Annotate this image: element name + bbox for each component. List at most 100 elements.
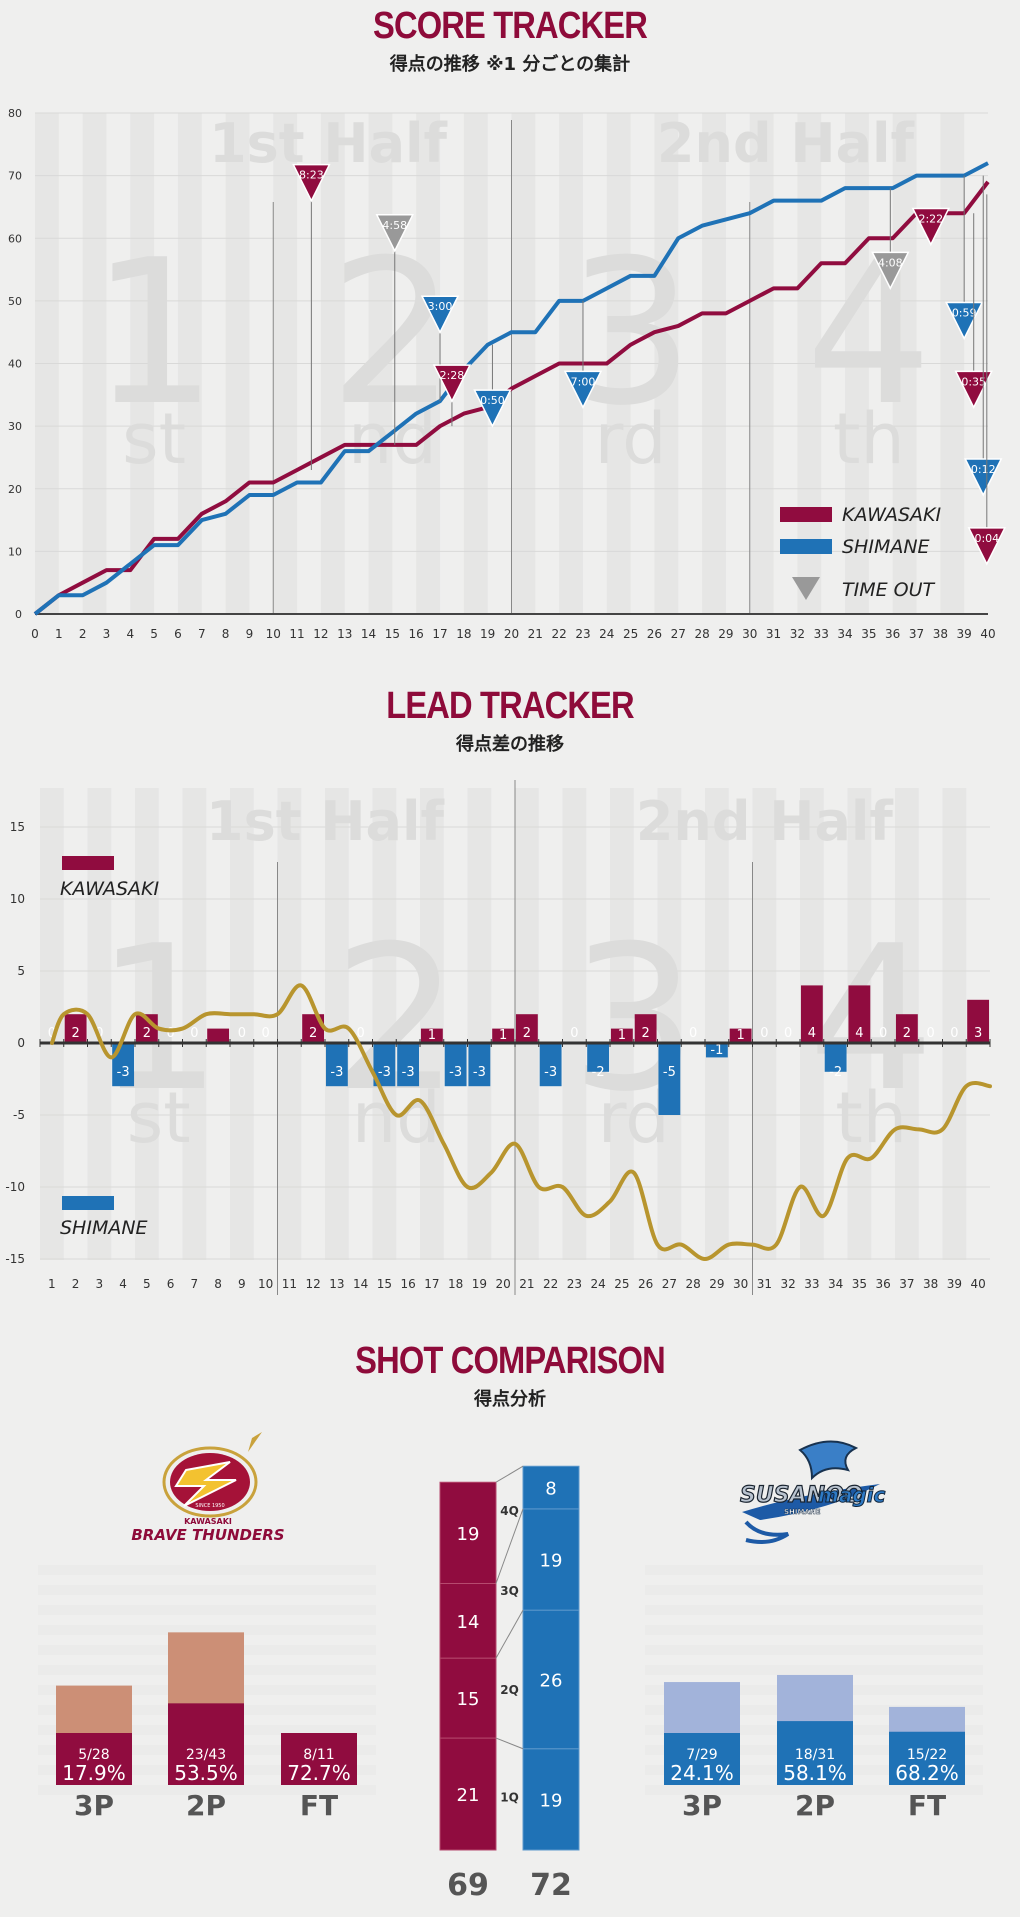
score-x-tick: 26: [647, 627, 662, 641]
quarter-label: 3Q: [500, 1584, 519, 1598]
score-x-tick: 7: [198, 627, 206, 641]
lead-x-tick: 35: [852, 1277, 867, 1291]
score-x-tick: 18: [456, 627, 471, 641]
score-quarter-suffix: th: [833, 398, 905, 480]
timeout-label: 7:00: [571, 375, 596, 388]
lead-bar-kawasaki: [64, 1014, 87, 1043]
score-y-tick: 60: [8, 232, 22, 245]
lead-bar-kawasaki: [420, 1028, 443, 1043]
score-y-tick: 70: [8, 170, 22, 183]
lead-x-tick: 21: [519, 1277, 534, 1291]
kawasaki-logo-ring: [162, 1446, 258, 1518]
lead-bar-label: 1: [736, 1028, 744, 1043]
lead-bar-kawasaki: [610, 1028, 633, 1043]
shimane-logo-wave: [744, 1520, 790, 1544]
shimane-category: FT: [908, 1789, 946, 1822]
shimane-quarter-value: 19: [540, 1790, 563, 1811]
timeout-label: 0:12: [971, 463, 996, 476]
lead-x-tick: 2: [72, 1277, 80, 1291]
lead-x-tick: 6: [167, 1277, 175, 1291]
shot-panel-band: [38, 1785, 376, 1795]
lead-y-tick: 5: [17, 964, 25, 978]
score-x-tick: 8: [222, 627, 230, 641]
shot-comparison-chart: SINCE 1950 KAWASAKI BRAVE THUNDERS SUSAN…: [38, 1432, 983, 1903]
lead-bar-label: 1: [499, 1028, 507, 1043]
lead-bar-kawasaki: [515, 1014, 538, 1043]
shot-panel-band: [645, 1645, 983, 1655]
score-quarter-number: 4: [805, 217, 932, 450]
lead-y-tick: -15: [5, 1252, 25, 1266]
score-quarter-number: 3: [567, 217, 694, 450]
lead-x-tick: 18: [448, 1277, 463, 1291]
shot-panel-band: [38, 1565, 376, 1575]
timeout-marker: [292, 163, 331, 203]
score-x-tick: 37: [909, 627, 924, 641]
shot-panel-band: [38, 1585, 376, 1595]
shot-comparison-title: SHOT COMPARISON: [355, 1340, 666, 1382]
legend-kawasaki-swatch: [780, 507, 832, 522]
kawasaki-made-bar: [281, 1733, 357, 1785]
lead-x-tick: 10: [258, 1277, 273, 1291]
score-x-tick: 27: [671, 627, 686, 641]
score-x-tick: 9: [246, 627, 254, 641]
shimane-made-attempt: 7/29: [686, 1747, 717, 1763]
shot-comparison-subtitle: 得点分析: [474, 1389, 546, 1410]
lead-stripe: [420, 788, 444, 1260]
lead-quarter-suffix: st: [127, 1077, 191, 1159]
timeout-marker: [944, 301, 984, 341]
shimane-logo-sub: magic: [818, 1483, 886, 1507]
lead-bar-label: 2: [523, 1026, 531, 1041]
score-x-tick: 11: [289, 627, 304, 641]
score-x-tick: 0: [31, 627, 39, 641]
score-y-tick: 80: [8, 107, 22, 120]
shimane-category: 2P: [795, 1789, 835, 1822]
lead-x-tick: 30: [733, 1277, 748, 1291]
timeout-marker: [563, 370, 603, 410]
shimane-made-bar: [664, 1733, 740, 1785]
score-y-tick: 10: [8, 545, 22, 558]
lead-quarter-suffix: rd: [598, 1077, 670, 1159]
quarter-label: 4Q: [500, 1504, 519, 1518]
lead-x-tick: 9: [238, 1277, 246, 1291]
kawasaki-quarter-value: 21: [457, 1785, 480, 1806]
score-x-tick: 30: [742, 627, 757, 641]
lead-bar-label: -2: [592, 1065, 605, 1080]
kawasaki-made-attempt: 8/11: [303, 1747, 334, 1763]
quarter-label: 2Q: [500, 1683, 519, 1697]
score-y-tick: 20: [8, 483, 22, 496]
score-x-tick: 1: [55, 627, 63, 641]
quarter-connector: [495, 1737, 524, 1750]
lead-legend-kawasaki-swatch: [62, 856, 114, 870]
score-x-tick: 4: [126, 627, 134, 641]
lead-y-tick: 15: [10, 820, 25, 834]
lead-bar-label: -3: [117, 1065, 130, 1080]
lead-x-tick: 14: [353, 1277, 368, 1291]
lead-x-tick: 11: [282, 1277, 297, 1291]
timeout-marker: [911, 207, 951, 247]
shimane-quarter-bar: [522, 1748, 580, 1851]
lead-x-tick: 1: [48, 1277, 56, 1291]
shimane-logo-name: SUSANOO: [740, 1483, 862, 1508]
lead-stripe: [40, 788, 64, 1260]
kawasaki-logo: SINCE 1950 KAWASAKI BRAVE THUNDERS: [131, 1432, 285, 1544]
lead-x-tick: 33: [804, 1277, 819, 1291]
score-x-tick: 33: [814, 627, 829, 641]
lead-bar-label: -3: [378, 1065, 391, 1080]
lead-bar-label: 1: [428, 1028, 436, 1043]
timeout-marker: [967, 527, 1007, 566]
shot-panel-band: [645, 1785, 983, 1795]
lead-stripe: [372, 788, 397, 1260]
lead-bar-label: 4: [808, 1026, 816, 1041]
score-legend: KAWASAKI SHIMANE TIME OUT: [780, 504, 941, 601]
score-x-tick: 13: [337, 627, 352, 641]
lead-x-tick: 40: [970, 1277, 985, 1291]
lead-stripe: [752, 788, 777, 1260]
lead-x-tick: 34: [828, 1277, 843, 1291]
score-x-tick: 23: [575, 627, 590, 641]
score-x-tick: 10: [266, 627, 281, 641]
score-y-tick: 50: [8, 295, 22, 308]
score-x-tick: 17: [432, 627, 447, 641]
lead-x-tick: 23: [567, 1277, 582, 1291]
lead-x-tick: 31: [757, 1277, 772, 1291]
